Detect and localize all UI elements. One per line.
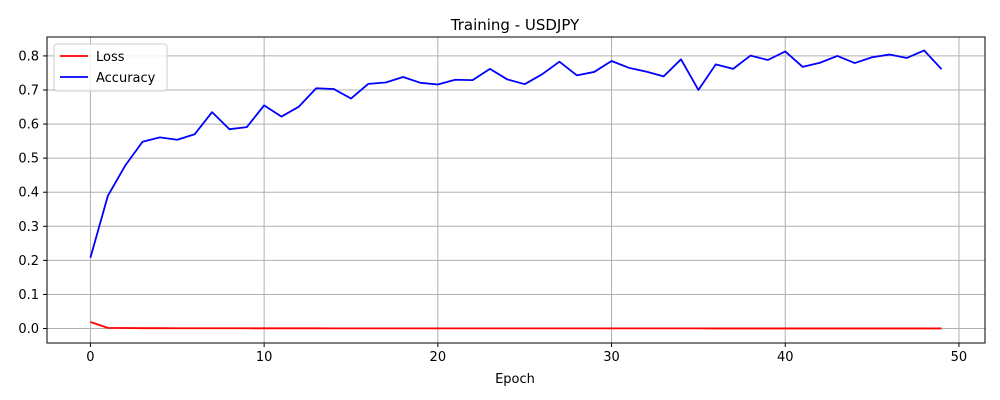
x-tick-label: 30 <box>603 350 620 365</box>
x-axis-label: Epoch <box>495 372 535 387</box>
axis-ticks: 0 10 20 30 40 50 0.0 0.1 0.2 0.3 0.4 0.5 0.6 0.7 0.8 <box>18 49 967 365</box>
legend: Loss Accuracy <box>53 43 168 92</box>
y-tick-label: 0.8 <box>18 49 39 64</box>
x-tick-label: 50 <box>951 350 968 365</box>
plot-frame <box>46 36 986 344</box>
legend-label-loss: Loss <box>96 50 125 65</box>
series-line-loss <box>90 321 942 330</box>
x-tick-label: 40 <box>777 350 794 365</box>
series-layer <box>89 49 943 330</box>
chart-title: Training - USDJPY <box>450 16 580 34</box>
y-tick-label: 0.3 <box>18 220 39 235</box>
x-tick-label: 20 <box>430 350 447 365</box>
x-tick-label: 10 <box>256 350 273 365</box>
y-tick-label: 0.5 <box>18 152 39 167</box>
y-tick-label: 0.7 <box>18 83 39 98</box>
y-tick-label: 0.0 <box>18 322 39 337</box>
grid <box>47 37 985 343</box>
x-tick-label: 0 <box>86 350 94 365</box>
legend-label-accuracy: Accuracy <box>96 71 156 86</box>
y-tick-label: 0.6 <box>18 118 39 133</box>
y-tick-label: 0.4 <box>18 186 39 201</box>
y-tick-label: 0.1 <box>18 288 39 303</box>
series-line-accuracy <box>89 49 943 258</box>
y-tick-label: 0.2 <box>18 254 39 269</box>
